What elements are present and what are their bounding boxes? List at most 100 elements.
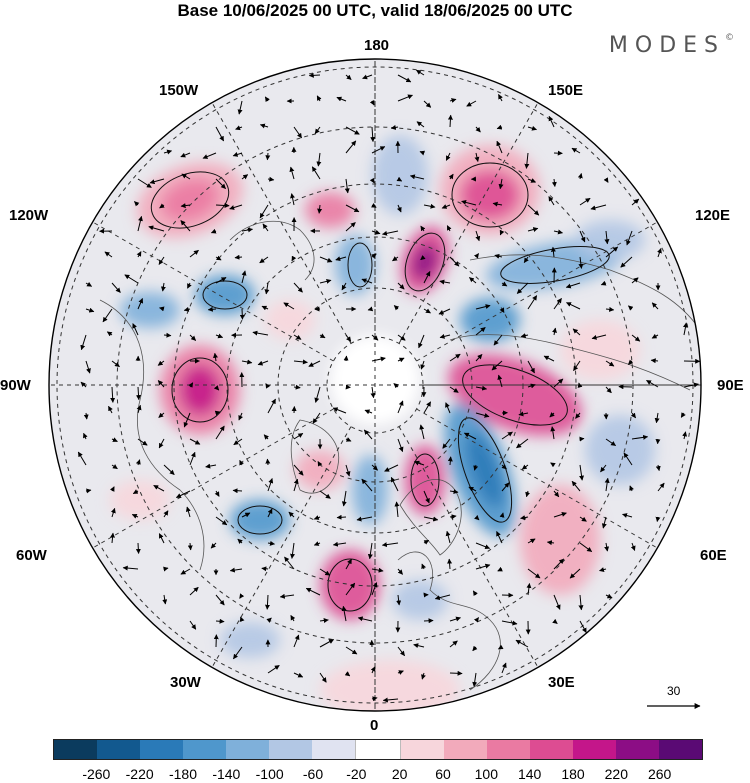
wind-vector xyxy=(397,568,403,575)
wind-vector xyxy=(345,437,352,442)
lon-label-120w: 120W xyxy=(9,207,49,224)
wind-vector xyxy=(235,125,243,131)
wind-vector xyxy=(290,542,295,559)
wind-vector xyxy=(498,94,503,102)
colorbar-tick-label: -180 xyxy=(168,766,198,782)
wind-vector xyxy=(657,248,662,258)
wind-vector xyxy=(371,146,386,154)
meridian-line xyxy=(398,426,541,672)
lon-label-180: 180 xyxy=(364,37,390,54)
wind-vector xyxy=(183,412,191,428)
wind-vector xyxy=(553,229,563,235)
wind-vector xyxy=(265,152,271,161)
wind-vector xyxy=(185,506,191,518)
wind-vector xyxy=(341,282,347,291)
contour-line xyxy=(347,242,373,288)
map-title: Base 10/06/2025 00 UTC, valid 18/06/2025… xyxy=(177,1,573,20)
wind-vector xyxy=(371,334,379,341)
wind-vector xyxy=(396,176,403,182)
wind-vector xyxy=(390,476,399,492)
wind-vector xyxy=(605,438,617,447)
wind-vector xyxy=(446,225,452,232)
reference-vector-label: 30 xyxy=(667,684,681,698)
wind-vector xyxy=(527,227,539,232)
wind-vector xyxy=(650,358,659,364)
wind-vector xyxy=(475,304,491,310)
wind-vector xyxy=(605,593,613,599)
anomaly-region xyxy=(585,415,655,485)
wind-vector xyxy=(553,558,565,570)
wind-vector xyxy=(501,464,507,470)
wind-vector xyxy=(423,516,439,522)
wind-vector xyxy=(421,563,426,570)
wind-vector xyxy=(497,644,504,650)
wind-vector xyxy=(262,223,269,232)
wind-vector xyxy=(160,282,166,292)
wind-vector xyxy=(335,256,347,262)
wind-vector xyxy=(265,458,271,466)
russia-arctic-coast xyxy=(449,334,691,391)
wind-vector xyxy=(527,568,541,579)
wind-vector xyxy=(396,204,402,213)
wind-vector xyxy=(293,478,299,492)
wind-vector xyxy=(605,306,615,312)
wind-vector xyxy=(516,438,529,449)
wind-vector xyxy=(343,355,349,362)
wind-vector xyxy=(232,488,243,494)
wind-vector xyxy=(499,229,505,236)
wind-vector xyxy=(137,438,148,446)
anomaly-region xyxy=(305,192,355,228)
wind-vector xyxy=(515,639,529,648)
map-border xyxy=(48,58,702,712)
wind-vector xyxy=(265,383,271,389)
wind-vector xyxy=(319,490,331,499)
wind-vector xyxy=(180,568,191,575)
wind-vector xyxy=(136,251,142,258)
wind-vector xyxy=(475,385,488,391)
wind-vector xyxy=(393,383,399,389)
wind-vector xyxy=(239,308,245,320)
wind-vector xyxy=(189,438,201,445)
wind-vector xyxy=(369,177,375,184)
wind-vector xyxy=(569,568,581,579)
colorbar-tick-label: 180 xyxy=(561,766,585,782)
wind-vector xyxy=(213,352,218,362)
wind-vector xyxy=(657,482,665,492)
meridian-line xyxy=(88,408,334,551)
anomaly-region xyxy=(560,320,640,380)
wind-vector xyxy=(523,256,529,264)
wind-vector xyxy=(205,463,217,469)
wind-vector xyxy=(215,618,225,624)
wind-vector xyxy=(461,199,477,206)
wind-vector xyxy=(590,204,607,211)
wind-vector xyxy=(238,412,243,421)
wind-vector xyxy=(449,616,461,622)
wind-vector xyxy=(682,431,688,440)
wind-vector xyxy=(371,582,378,596)
wind-vector xyxy=(605,386,612,394)
wind-vector xyxy=(163,510,169,518)
wind-vector xyxy=(308,72,321,78)
wind-vector xyxy=(630,542,636,551)
wind-vector xyxy=(370,666,376,674)
wind-vector xyxy=(215,425,225,440)
wind-vector xyxy=(175,490,191,498)
anomaly-region xyxy=(120,292,180,328)
anomaly-region xyxy=(392,580,448,620)
wind-vector xyxy=(371,202,377,208)
wind-vector xyxy=(77,451,87,466)
wind-vector xyxy=(468,486,477,492)
wind-vector xyxy=(409,174,425,180)
wind-vector xyxy=(163,464,175,475)
wind-vector xyxy=(369,99,375,106)
colorbar-segment xyxy=(183,740,227,759)
wind-vector xyxy=(367,542,373,560)
wind-vector xyxy=(423,539,430,545)
wind-vector xyxy=(163,566,169,572)
wind-vector xyxy=(604,542,610,552)
wind-vector xyxy=(85,360,91,374)
colorbar-segment xyxy=(572,740,616,759)
wind-vector xyxy=(473,253,480,259)
wind-vector xyxy=(370,126,376,143)
wind-vector xyxy=(552,327,557,336)
